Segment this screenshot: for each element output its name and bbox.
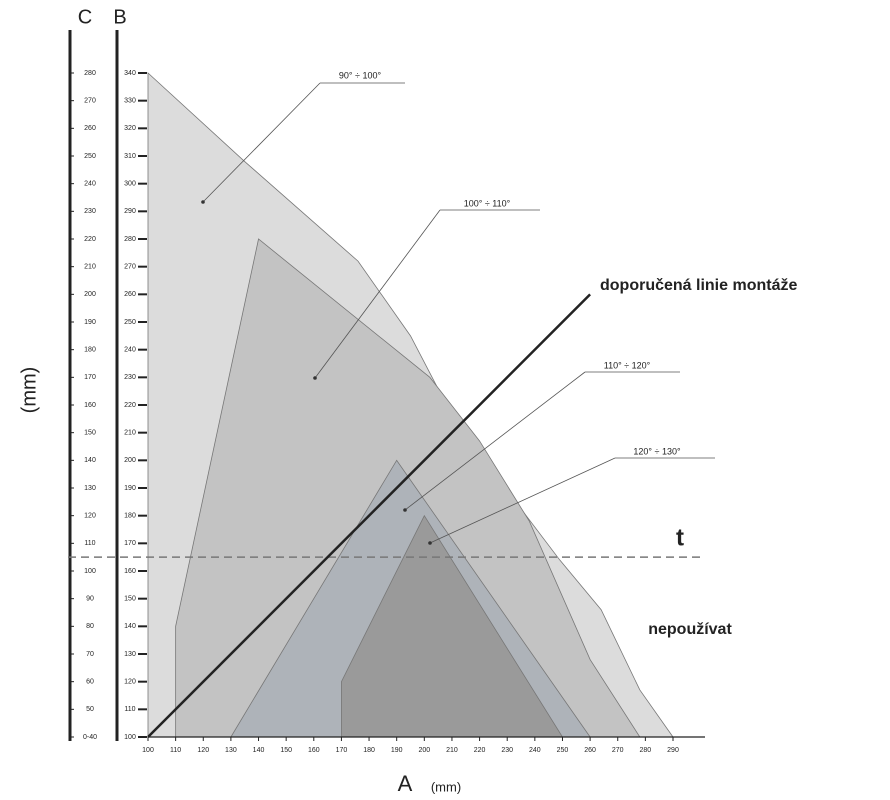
y2-tick-label: 160 xyxy=(84,402,96,409)
y-tick-label: 120 xyxy=(124,679,136,686)
x-tick-label: 160 xyxy=(308,747,320,754)
y2-tick-label: 170 xyxy=(84,374,96,381)
x-tick-label: 150 xyxy=(280,747,292,754)
y2-tick-label: 150 xyxy=(84,430,96,437)
x-tick-label: 120 xyxy=(197,747,209,754)
leader-dot xyxy=(428,541,432,545)
annotation: nepoužívat xyxy=(648,621,732,638)
reference-line xyxy=(147,293,591,738)
y-axis-title: B xyxy=(113,6,126,28)
leader-line xyxy=(429,457,616,544)
y-tick-label: 320 xyxy=(124,125,136,132)
y-tick-label: 340 xyxy=(124,70,136,77)
x-tick-label: 250 xyxy=(557,747,569,754)
y2-tick-label: 230 xyxy=(84,208,96,215)
y-tick-label: 150 xyxy=(124,596,136,603)
y2-tick-label: 250 xyxy=(84,153,96,160)
y-tick-label: 280 xyxy=(124,236,136,243)
y2-tick-label: 130 xyxy=(84,485,96,492)
region-label: 110° ÷ 120° xyxy=(604,360,651,370)
leader-dot xyxy=(313,376,317,380)
y2-tick-label: 50 xyxy=(86,706,94,713)
y-tick-label: 180 xyxy=(124,513,136,520)
leader-line xyxy=(314,209,441,379)
y2-tick-label: 140 xyxy=(84,457,96,464)
y2-axis-title: C xyxy=(78,6,92,28)
y-tick-label: 290 xyxy=(124,208,136,215)
x-unit-label: (mm) xyxy=(431,779,461,794)
y-tick-label: 130 xyxy=(124,651,136,658)
y-tick-label: 310 xyxy=(124,153,136,160)
y2-tick-label: 200 xyxy=(84,291,96,298)
x-tick-label: 130 xyxy=(225,747,237,754)
x-tick-label: 200 xyxy=(418,747,430,754)
x-axis-title: A xyxy=(398,771,413,796)
y2-tick-label: 210 xyxy=(84,264,96,271)
regions xyxy=(147,72,674,738)
reference-line-label: doporučená linie montáže xyxy=(600,277,797,294)
region-label: 100° ÷ 110° xyxy=(464,198,511,208)
y-tick-label: 190 xyxy=(124,485,136,492)
y-tick-label: 220 xyxy=(124,402,136,409)
y2-tick-label: 220 xyxy=(84,236,96,243)
leader-line xyxy=(202,82,321,203)
leader-line xyxy=(404,371,586,511)
y2-tick-label: 60 xyxy=(86,679,94,686)
threshold-label: t xyxy=(676,525,684,552)
region-label: 120° ÷ 130° xyxy=(633,446,681,456)
leader-dot xyxy=(403,508,407,512)
y-tick-label: 100 xyxy=(124,734,136,741)
y2-tick-label: 100 xyxy=(84,568,96,575)
x-tick-label: 140 xyxy=(253,747,265,754)
y-tick-label: 260 xyxy=(124,291,136,298)
y2-tick-label: 90 xyxy=(86,596,94,603)
y2-tick-label: 190 xyxy=(84,319,96,326)
x-tick-label: 270 xyxy=(612,747,624,754)
y2-tick-label: 120 xyxy=(84,513,96,520)
y-tick-label: 230 xyxy=(124,374,136,381)
x-tick-label: 290 xyxy=(667,747,679,754)
x-tick-label: 190 xyxy=(391,747,403,754)
x-tick-label: 220 xyxy=(474,747,486,754)
y2-tick-label: 280 xyxy=(84,70,96,77)
y-tick-label: 160 xyxy=(124,568,136,575)
y-tick-label: 240 xyxy=(124,347,136,354)
x-tick-label: 180 xyxy=(363,747,375,754)
y-tick-label: 250 xyxy=(124,319,136,326)
y-tick-label: 300 xyxy=(124,181,136,188)
x-tick-label: 110 xyxy=(170,747,181,754)
x-tick-label: 230 xyxy=(501,747,513,754)
x-tick-label: 240 xyxy=(529,747,541,754)
y-tick-label: 170 xyxy=(124,540,136,547)
y-tick-label: 210 xyxy=(124,430,136,437)
y2-tick-label: 70 xyxy=(86,651,94,658)
y-tick-label: 140 xyxy=(124,623,136,630)
y-unit-label: (mm) xyxy=(18,367,40,414)
y2-tick-label: 240 xyxy=(84,181,96,188)
y2-tick-label: 0-40 xyxy=(83,734,97,741)
y-tick-label: 270 xyxy=(124,264,136,271)
x-tick-label: 210 xyxy=(446,747,458,754)
y2-tick-label: 270 xyxy=(84,98,96,105)
y2-tick-label: 260 xyxy=(84,125,96,132)
x-tick-label: 280 xyxy=(640,747,652,754)
y-tick-label: 200 xyxy=(124,457,136,464)
x-tick-label: 170 xyxy=(336,747,348,754)
y2-tick-label: 180 xyxy=(84,347,96,354)
region-label: 90° ÷ 100° xyxy=(339,70,382,80)
y-tick-label: 110 xyxy=(124,706,135,713)
leader-dot xyxy=(201,200,205,204)
y2-tick-label: 80 xyxy=(86,623,94,630)
y-tick-label: 330 xyxy=(124,98,136,105)
x-tick-label: 100 xyxy=(142,747,154,754)
y2-tick-label: 110 xyxy=(84,540,95,547)
x-tick-label: 260 xyxy=(584,747,596,754)
